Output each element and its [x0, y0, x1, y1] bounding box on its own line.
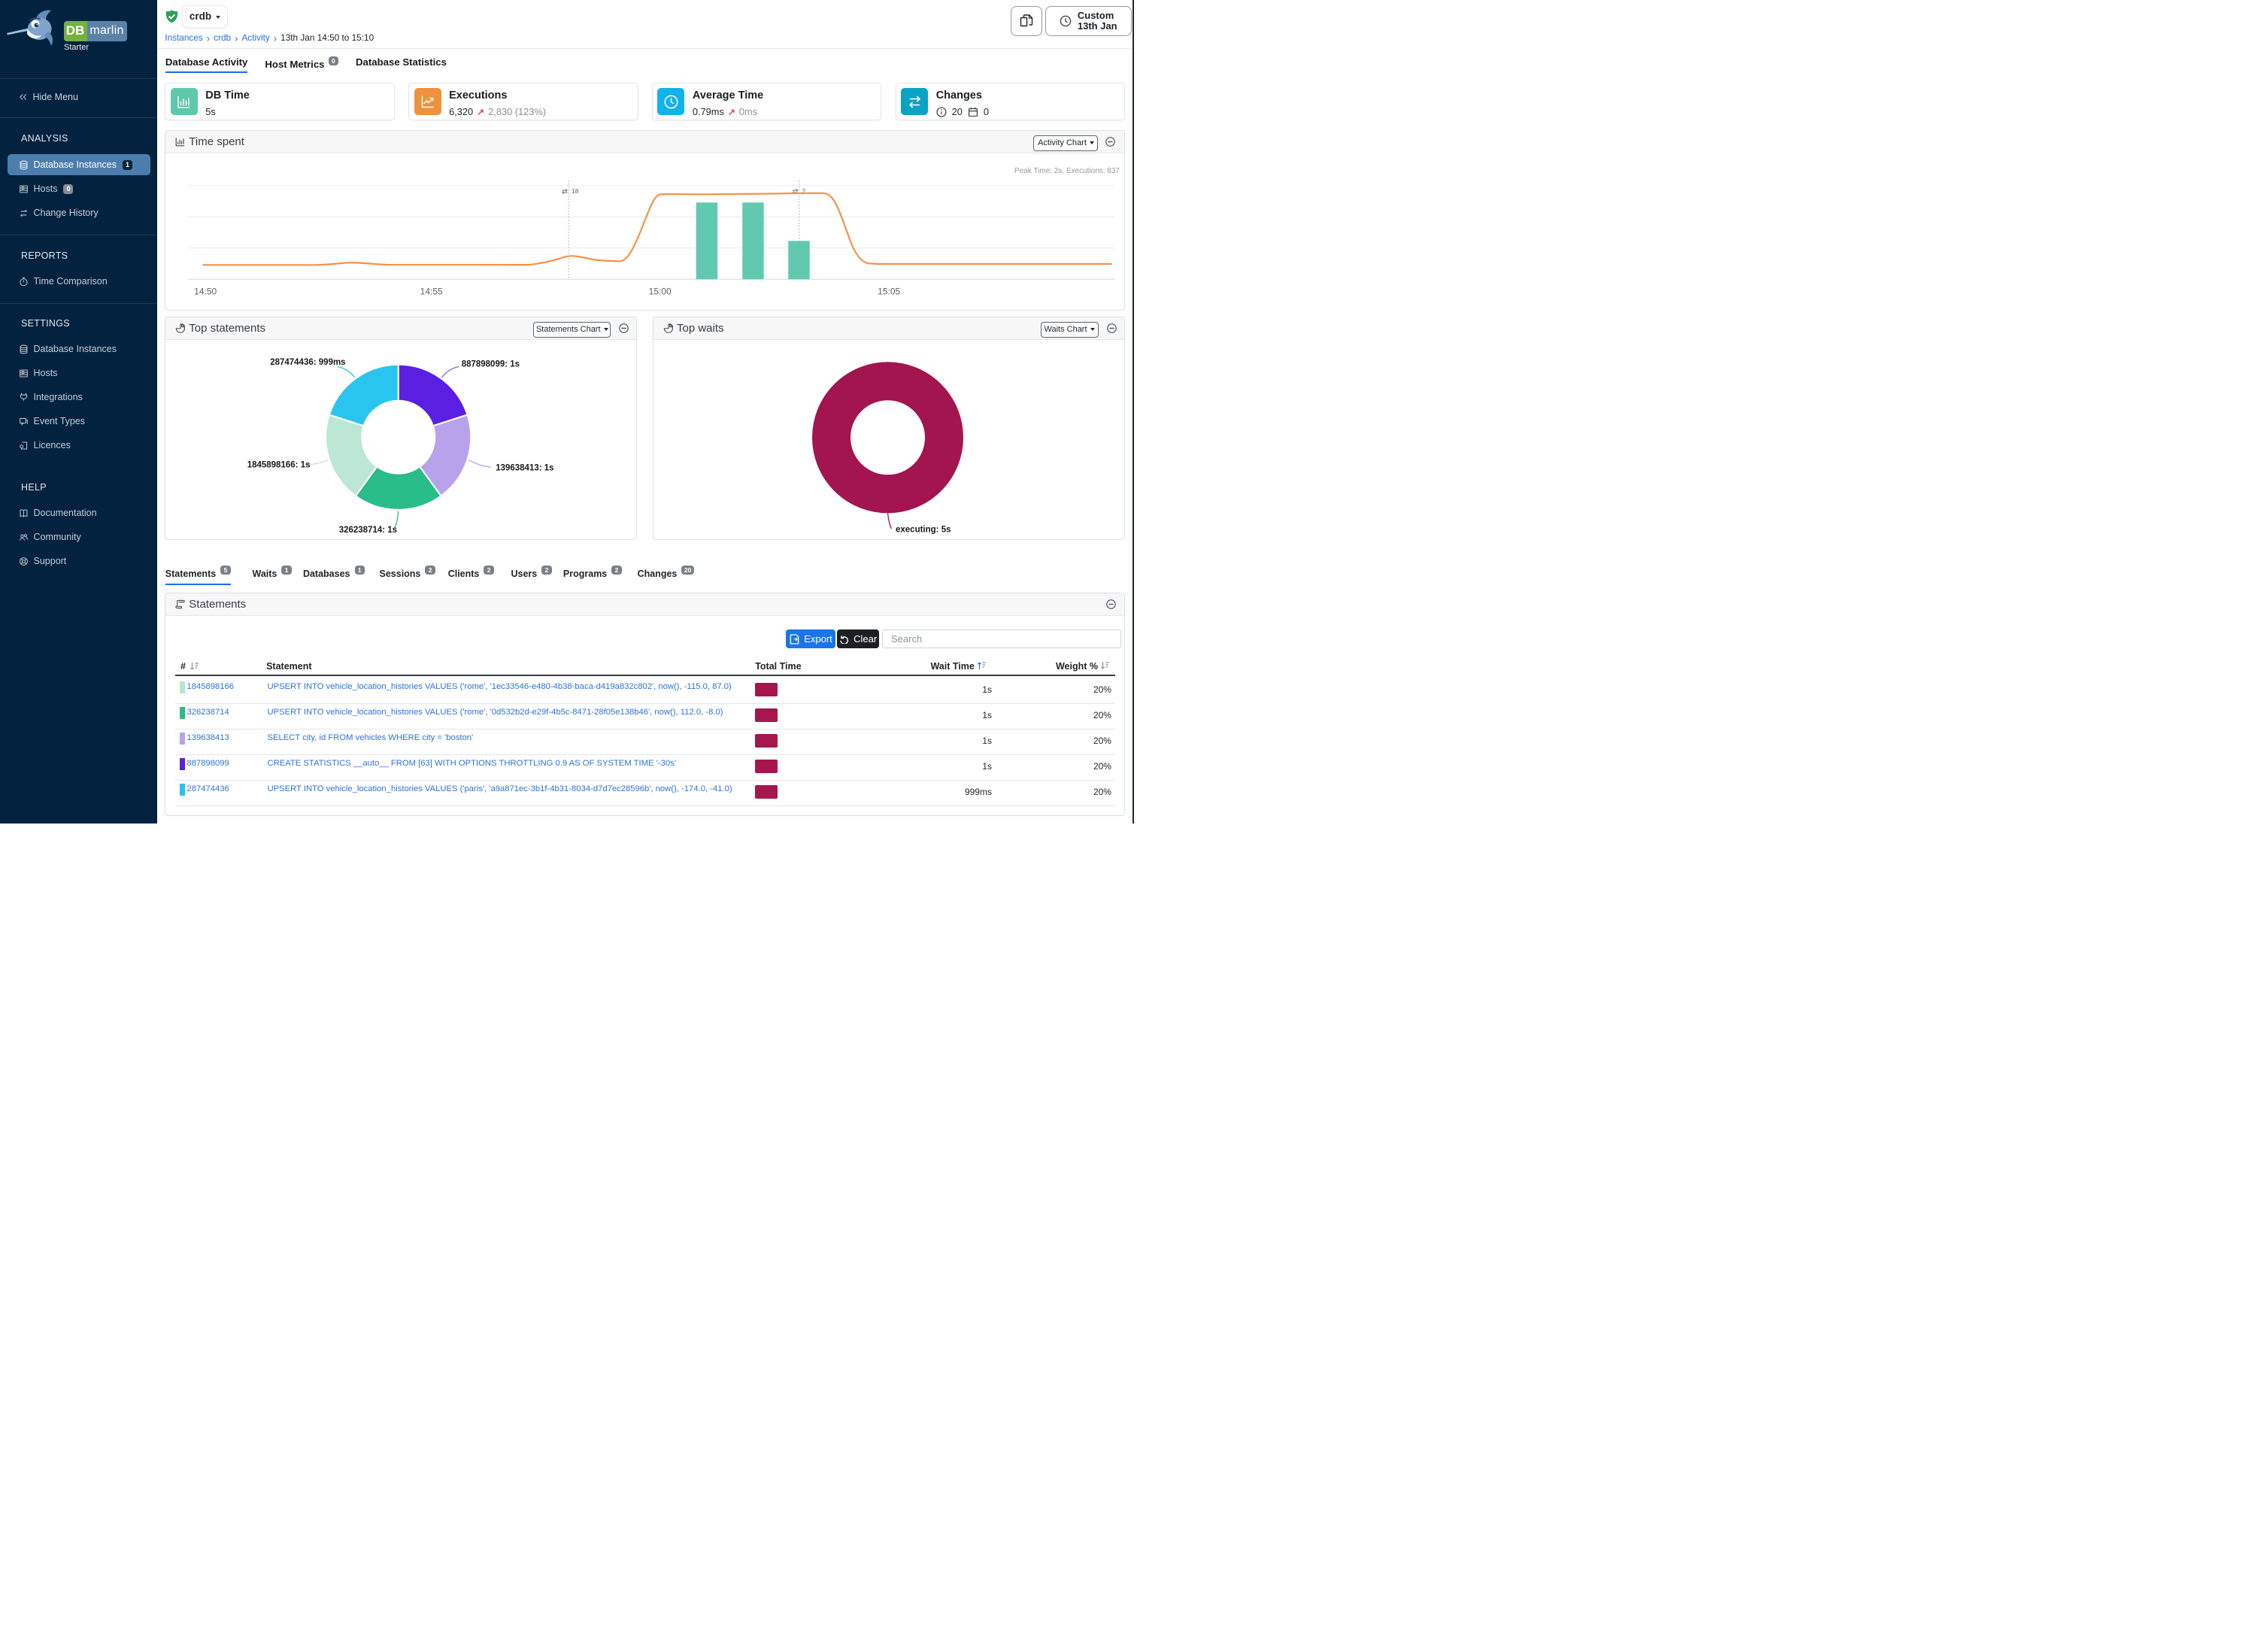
- svg-text:15:05: 15:05: [878, 286, 900, 296]
- svg-text:executing: 5s: executing: 5s: [896, 525, 951, 534]
- svg-text:18: 18: [572, 187, 579, 195]
- svg-text:⇄: ⇄: [793, 187, 799, 196]
- svg-text:15:00: 15:00: [649, 286, 672, 296]
- svg-text:⇄: ⇄: [562, 187, 568, 196]
- svg-text:14:55: 14:55: [420, 286, 443, 296]
- svg-text:326238714: 1s: 326238714: 1s: [339, 526, 397, 535]
- svg-text:2: 2: [802, 187, 806, 195]
- svg-text:1845898166: 1s: 1845898166: 1s: [247, 460, 311, 469]
- svg-text:14:50: 14:50: [194, 286, 217, 296]
- svg-text:887898099: 1s: 887898099: 1s: [462, 359, 520, 369]
- svg-text:Peak Time: 2s, Executions: 837: Peak Time: 2s, Executions: 837: [1014, 167, 1120, 175]
- svg-text:139638413: 1s: 139638413: 1s: [496, 463, 553, 472]
- svg-text:287474436: 999ms: 287474436: 999ms: [270, 358, 345, 367]
